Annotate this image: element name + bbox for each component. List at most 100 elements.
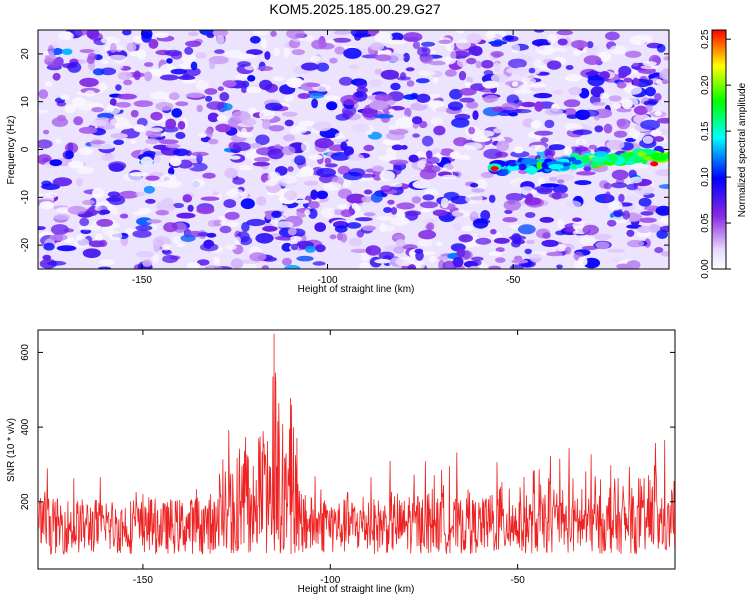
- spectrogram-cell: [583, 166, 592, 172]
- spectrogram-cell: [282, 257, 292, 266]
- spectrogram-cell: [350, 248, 369, 253]
- spectrogram-cell: [296, 209, 307, 218]
- spectrogram-cell: [654, 110, 662, 116]
- spectrogram-cell: [654, 93, 662, 101]
- spectrogram-cell: [426, 156, 440, 164]
- spectrogram-cell: [565, 74, 582, 82]
- spectrogram-cell: [158, 146, 170, 151]
- spectrogram-cell: [145, 138, 159, 145]
- spectrogram-cell: [450, 51, 457, 59]
- spectrogram-cell: [356, 229, 364, 238]
- spectrogram-cell: [329, 234, 337, 240]
- spectrogram-cell: [281, 111, 298, 117]
- spectrogram-cell: [79, 225, 95, 231]
- spectrogram-cell: [556, 264, 563, 269]
- spectrogram-cell: [296, 255, 314, 262]
- spectrogram-cell: [176, 242, 186, 248]
- spectrogram-cell: [412, 41, 421, 49]
- spectrogram-cell: [160, 74, 179, 81]
- spectrogram-cell: [168, 167, 175, 176]
- snr-frame: [37, 329, 676, 570]
- spectrogram-cell: [504, 35, 514, 41]
- spectrogram-cell: [265, 102, 283, 111]
- spectrogram-cell: [219, 225, 232, 234]
- spectrogram-cell: [598, 51, 612, 62]
- spectrogram-cell: [153, 155, 161, 164]
- spectrogram-cell: [396, 202, 415, 210]
- spectrogram-cell: [100, 59, 109, 65]
- spectrogram-cell: [643, 100, 657, 106]
- spectrogram-cell: [663, 56, 669, 61]
- spectrogram-cell: [138, 207, 152, 214]
- spectrogram-cell: [61, 48, 73, 55]
- spectrogram-cell: [572, 129, 593, 135]
- spectrogram-cell: [501, 102, 520, 111]
- spectrogram-cell: [626, 260, 641, 269]
- spectrogram-cell: [295, 171, 309, 178]
- spectrogram-cell: [146, 219, 162, 224]
- spectrogram-x-label: Height of straight line (km): [298, 284, 415, 295]
- spectrogram-cell: [492, 106, 504, 113]
- spectrogram-cell: [324, 157, 332, 165]
- spectrogram-cell: [513, 67, 530, 76]
- spectrogram-cell: [445, 69, 457, 77]
- spectrogram-cell: [224, 211, 240, 220]
- spectrogram-cell: [145, 175, 160, 181]
- spectrogram-cell: [629, 176, 643, 184]
- spectrogram-cell: [390, 216, 410, 226]
- spectrogram-cell: [334, 225, 348, 233]
- spectrogram-cell: [600, 92, 610, 99]
- spectrogram-cell: [390, 32, 404, 42]
- spectrogram-cell: [340, 141, 348, 151]
- spectrogram-cell: [73, 116, 84, 126]
- spectrogram-cell: [312, 261, 326, 266]
- spectrogram-cell: [223, 199, 237, 208]
- spectrogram-cell: [246, 218, 266, 227]
- spectrogram-cell: [607, 201, 623, 211]
- spectrogram-cell: [286, 77, 304, 89]
- spectrogram-cell: [608, 95, 622, 102]
- spectrogram-cell: [645, 86, 656, 97]
- spectrogram-cell: [256, 196, 267, 206]
- spectrogram-cell: [308, 201, 320, 209]
- spectrogram-cell: [200, 196, 220, 201]
- spectrogram-cell: [195, 52, 207, 59]
- spectrogram-cell: [107, 54, 128, 61]
- spectrogram-cell: [206, 101, 225, 110]
- spectrogram-cell: [603, 123, 613, 134]
- spectrogram-cell: [47, 45, 55, 56]
- spectrogram-cell: [98, 259, 115, 266]
- spectrogram-cell: [259, 79, 273, 91]
- spectrogram-cell: [594, 233, 612, 240]
- spectrogram-cell: [261, 38, 268, 49]
- spectrogram-cell: [338, 76, 353, 86]
- spectrogram-cell: [39, 201, 54, 210]
- spectrogram-cell: [640, 211, 654, 216]
- spectrogram-cell: [470, 182, 479, 188]
- spectrogram-cell: [380, 69, 400, 80]
- tick-label: 600: [20, 344, 31, 361]
- spectrogram-cell: [98, 239, 108, 247]
- spectrogram-cell: [148, 38, 159, 49]
- spectrogram-cell: [86, 56, 96, 64]
- spectrogram-cell: [490, 228, 497, 235]
- colorbar-label: Normalized spectral amplitude: [737, 82, 748, 217]
- spectrogram-cell: [592, 101, 606, 106]
- spectrogram-cell: [110, 133, 128, 139]
- spectrogram-cell: [267, 148, 285, 160]
- spectrogram-cell: [355, 217, 373, 222]
- spectrogram-cell: [355, 79, 368, 89]
- spectrogram-cell: [513, 89, 533, 95]
- spectrogram-cell: [374, 93, 393, 102]
- spectrogram-cell: [655, 169, 669, 177]
- spectrogram-cell: [240, 198, 255, 210]
- spectrogram-cell: [533, 92, 553, 99]
- spectrogram-cell: [525, 193, 534, 203]
- spectrogram-cell: [136, 251, 154, 258]
- tick-label: 20: [20, 48, 31, 60]
- spectrogram-cell: [115, 101, 132, 108]
- spectrogram-cell: [595, 241, 610, 250]
- spectrogram-cell: [557, 179, 565, 184]
- spectrogram-cell: [379, 170, 396, 182]
- spectrogram-cell: [437, 255, 450, 261]
